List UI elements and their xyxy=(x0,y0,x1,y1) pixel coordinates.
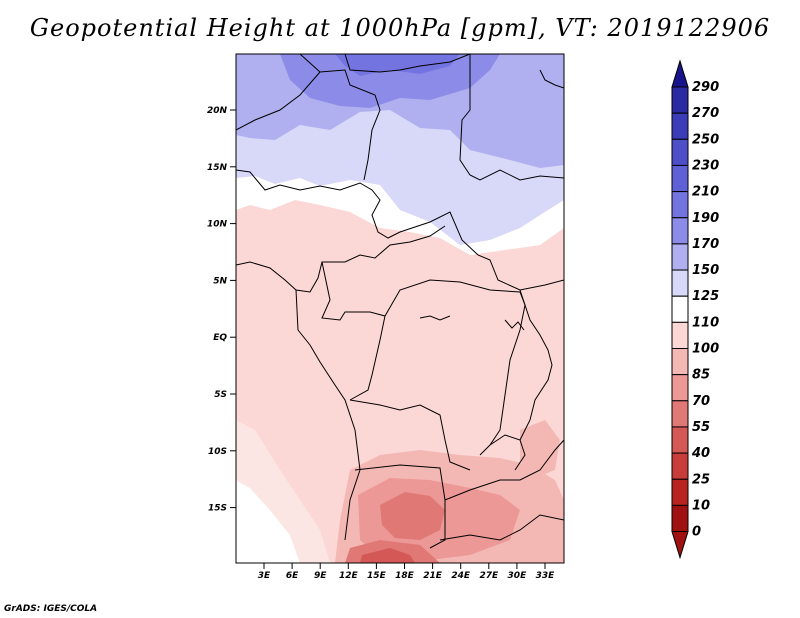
colorbar-label: 170 xyxy=(692,237,719,252)
colorbar-label: 125 xyxy=(692,289,719,304)
boundary-angola-north xyxy=(349,399,471,471)
shade-190 xyxy=(335,54,460,76)
colorbar-label: 150 xyxy=(692,263,719,278)
colorbar-label: 55 xyxy=(692,420,710,435)
plot-frame xyxy=(235,53,565,564)
lat-label: 15S xyxy=(208,504,227,514)
boundary-gabon xyxy=(321,261,386,401)
colorbar-swatch xyxy=(671,504,689,533)
colorbar-swatch xyxy=(671,426,689,454)
boundary-zambia xyxy=(444,439,564,501)
colorbar-swatch xyxy=(671,478,689,506)
lon-label: 30E xyxy=(508,571,528,581)
geopotential-shading xyxy=(236,54,564,563)
colorbar-label: 0 xyxy=(692,525,701,540)
lon-label: 33E xyxy=(536,571,556,581)
colorbar-swatch xyxy=(671,112,689,140)
shade-40 xyxy=(360,548,415,563)
colorbar-label: 270 xyxy=(692,106,719,121)
colorbar-label: 190 xyxy=(692,211,719,226)
map-title: Geopotential Height at 1000hPa [gpm], VT… xyxy=(29,14,771,42)
boundary-angola-south xyxy=(354,464,446,549)
lon-label: 18E xyxy=(395,571,415,581)
river-2 xyxy=(504,319,525,331)
colorbar-label: 230 xyxy=(692,158,719,173)
lon-label: 6E xyxy=(286,571,299,581)
boundary-libya xyxy=(344,54,471,73)
lon-label: 24E xyxy=(451,571,471,581)
colorbar-label: 40 xyxy=(691,446,710,461)
boundary-lake xyxy=(489,434,526,471)
lat-label: 10N xyxy=(207,220,228,230)
boundary-sahel xyxy=(236,169,564,291)
shade-110 xyxy=(236,176,564,255)
colorbar-label: 10 xyxy=(692,498,710,513)
colorbar-swatch xyxy=(671,321,689,350)
colorbar-swatch xyxy=(671,400,689,428)
lat-label: 5S xyxy=(214,390,227,400)
colorbar-swatch xyxy=(671,295,689,323)
lat-label: 15N xyxy=(207,163,228,173)
colorbar-swatch xyxy=(671,164,689,193)
lat-label: EQ xyxy=(213,333,227,343)
shade-55 xyxy=(380,492,445,540)
lat-label: 10S xyxy=(208,447,227,457)
colorbar-swatch xyxy=(671,243,689,271)
colorbar-swatch xyxy=(671,217,689,245)
boundary-east xyxy=(519,289,553,441)
colorbar-label: 290 xyxy=(692,80,719,95)
lon-label: 3E xyxy=(258,571,271,581)
lon-label: 15E xyxy=(367,571,387,581)
boundary-namibia xyxy=(439,514,564,541)
shade-105-west xyxy=(236,420,330,563)
boundary-redsea xyxy=(539,69,564,89)
shade-85-east xyxy=(520,420,560,478)
grads-credit: GrADS: IGES/COLA xyxy=(4,604,98,614)
colorbar-label: 110 xyxy=(692,315,719,330)
colorbar-label: 250 xyxy=(692,132,719,147)
colorbar-swatch xyxy=(671,452,689,480)
boundary-niger-chad xyxy=(299,54,381,181)
boundaries xyxy=(236,54,564,549)
lat-label: 5N xyxy=(213,276,227,286)
boundary-mali xyxy=(236,71,321,131)
shade-170 xyxy=(280,54,500,108)
colorbar: 2902702502302101901701501251101008570554… xyxy=(671,59,719,560)
colorbar-label: 85 xyxy=(692,368,710,383)
colorbar-swatch xyxy=(671,191,689,219)
lon-label: 12E xyxy=(339,571,359,581)
lat-label: 20N xyxy=(207,106,228,116)
river-1 xyxy=(419,315,451,321)
colorbar-label: 25 xyxy=(692,472,710,487)
longitude-ticks: 3E 6E 9E 12E 15E 18E 21E 24E 27E 30E 33E xyxy=(258,563,555,581)
colorbar-label: 100 xyxy=(692,342,719,357)
boundary-coast-west xyxy=(295,289,361,541)
colorbar-swatch xyxy=(671,138,689,166)
colorbar-top-arrow xyxy=(671,59,689,88)
latitude-ticks: 20N 15N 10N 5N EQ 5S 10S 15S xyxy=(207,106,236,514)
colorbar-swatch xyxy=(671,374,689,402)
shade-110-west xyxy=(236,480,300,563)
lon-label: 27E xyxy=(479,571,499,581)
lon-label: 21E xyxy=(423,571,443,581)
colorbar-bottom-arrow xyxy=(671,531,689,560)
colorbar-swatch xyxy=(671,348,689,376)
colorbar-swatch xyxy=(671,269,689,297)
lon-label: 9E xyxy=(314,571,327,581)
boundary-egypt-sudan xyxy=(459,54,564,181)
colorbar-swatch xyxy=(671,86,689,114)
colorbar-label: 70 xyxy=(692,394,710,409)
colorbar-label: 210 xyxy=(692,185,719,200)
